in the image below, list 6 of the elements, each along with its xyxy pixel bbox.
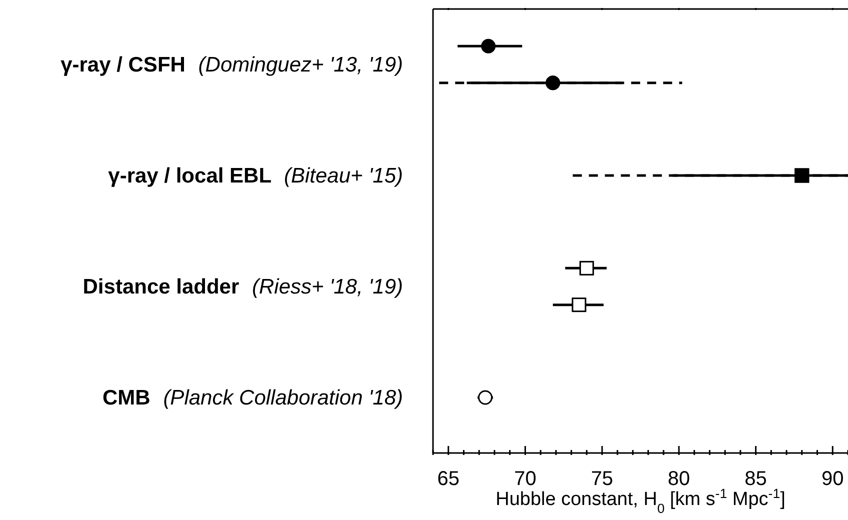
x-tick-label: 90 xyxy=(822,468,844,490)
x-tick-label: 65 xyxy=(437,468,460,490)
y-tick-label: γ-ray / local EBL (Biteau+ '15) xyxy=(108,164,403,188)
y-tick-label: CMB (Planck Collaboration '18) xyxy=(102,386,403,410)
y-tick-label: γ-ray / CSFH (Dominguez+ '13, '19) xyxy=(60,54,403,76)
y-tick-label: Distance ladder (Riess+ '18, '19) xyxy=(82,276,403,298)
